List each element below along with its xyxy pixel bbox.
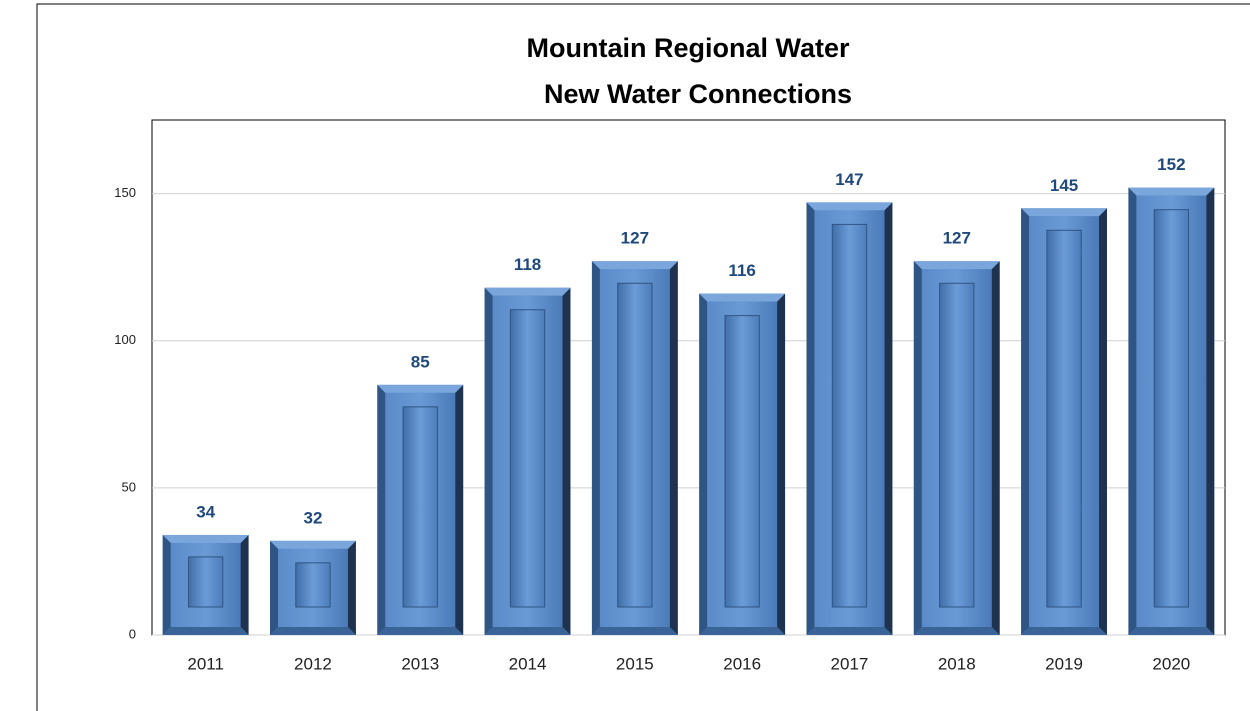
bar-bevel [484, 627, 571, 635]
bar-bevel [1098, 208, 1107, 636]
x-tick-label: 2013 [401, 654, 439, 673]
bar-inner [831, 223, 868, 608]
bar-bevel [1021, 208, 1030, 636]
data-label: 152 [1157, 155, 1185, 174]
bar-bevel [1128, 187, 1137, 635]
data-label: 127 [621, 229, 649, 248]
bar-bevel [162, 627, 249, 635]
x-tick-label: 2014 [509, 654, 547, 673]
bar-bevel [699, 627, 786, 635]
bar-bevel [377, 384, 464, 393]
bar-bevel [699, 293, 786, 302]
bar-inner [509, 309, 546, 608]
chart-frame [36, 3, 1250, 711]
bar-bevel [377, 627, 464, 635]
chart-title: New Water Connections [544, 79, 852, 109]
y-tick-label: 100 [114, 332, 136, 347]
bar-bevel [347, 540, 356, 635]
bar-bevel [562, 287, 571, 635]
data-label: 147 [835, 170, 863, 189]
bar-inner [939, 282, 975, 608]
data-label: 118 [514, 255, 541, 274]
bar-bevel [884, 202, 893, 635]
bar-inner [1046, 229, 1082, 608]
data-label: 145 [1050, 176, 1078, 195]
bar-inner [295, 562, 331, 608]
data-label: 34 [196, 502, 215, 521]
bar-bevel [240, 534, 249, 635]
bar-bevel [591, 261, 600, 635]
bar-bevel [484, 287, 571, 296]
x-tick-label: 2018 [938, 654, 976, 673]
data-label: 85 [411, 352, 430, 371]
bar-bevel [991, 261, 1000, 635]
bar-bevel [270, 540, 356, 549]
bar-inner [187, 556, 224, 608]
x-tick-label: 2019 [1045, 654, 1083, 673]
bar-bevel [1128, 627, 1215, 635]
bar-inner [724, 315, 760, 608]
x-tick-label: 2011 [187, 654, 224, 673]
bar-bevel [1021, 208, 1107, 217]
bar-bevel [484, 287, 493, 635]
bar-bevel [806, 202, 815, 635]
bar-inner [617, 282, 653, 608]
bar-inner [402, 406, 438, 608]
data-label: 116 [728, 261, 755, 280]
y-tick-label: 0 [129, 626, 136, 641]
bar-bevel [806, 627, 893, 635]
bar-bevel [162, 534, 171, 635]
bar-bevel [913, 261, 922, 635]
bar-bevel [377, 384, 386, 635]
bar-bevel [806, 202, 893, 211]
y-tick-label: 50 [122, 479, 136, 494]
x-tick-label: 2015 [616, 654, 654, 673]
data-label: 32 [303, 508, 322, 527]
bar-bevel [669, 261, 678, 635]
bar-bevel [913, 261, 1000, 270]
y-tick-label: 150 [114, 185, 136, 200]
bar-inner [1153, 209, 1190, 608]
bar-bevel [270, 540, 279, 635]
bar-bevel [591, 627, 678, 635]
bar-bevel [1206, 187, 1215, 635]
bar-bevel [913, 627, 1000, 635]
x-tick-label: 2016 [723, 654, 761, 673]
bar-bevel [455, 384, 464, 635]
bar-bevel [777, 293, 786, 635]
x-tick-label: 2012 [294, 654, 332, 673]
bar-bevel [270, 627, 356, 635]
bar-bevel [699, 293, 708, 635]
bar-bevel [1021, 627, 1107, 635]
bar-bevel [1128, 187, 1215, 196]
bar-bevel [591, 261, 678, 270]
data-label: 127 [943, 229, 971, 248]
x-tick-label: 2020 [1152, 654, 1190, 673]
chart-title: Mountain Regional Water [527, 33, 850, 63]
x-tick-label: 2017 [831, 654, 869, 673]
bar-bevel [162, 534, 249, 543]
